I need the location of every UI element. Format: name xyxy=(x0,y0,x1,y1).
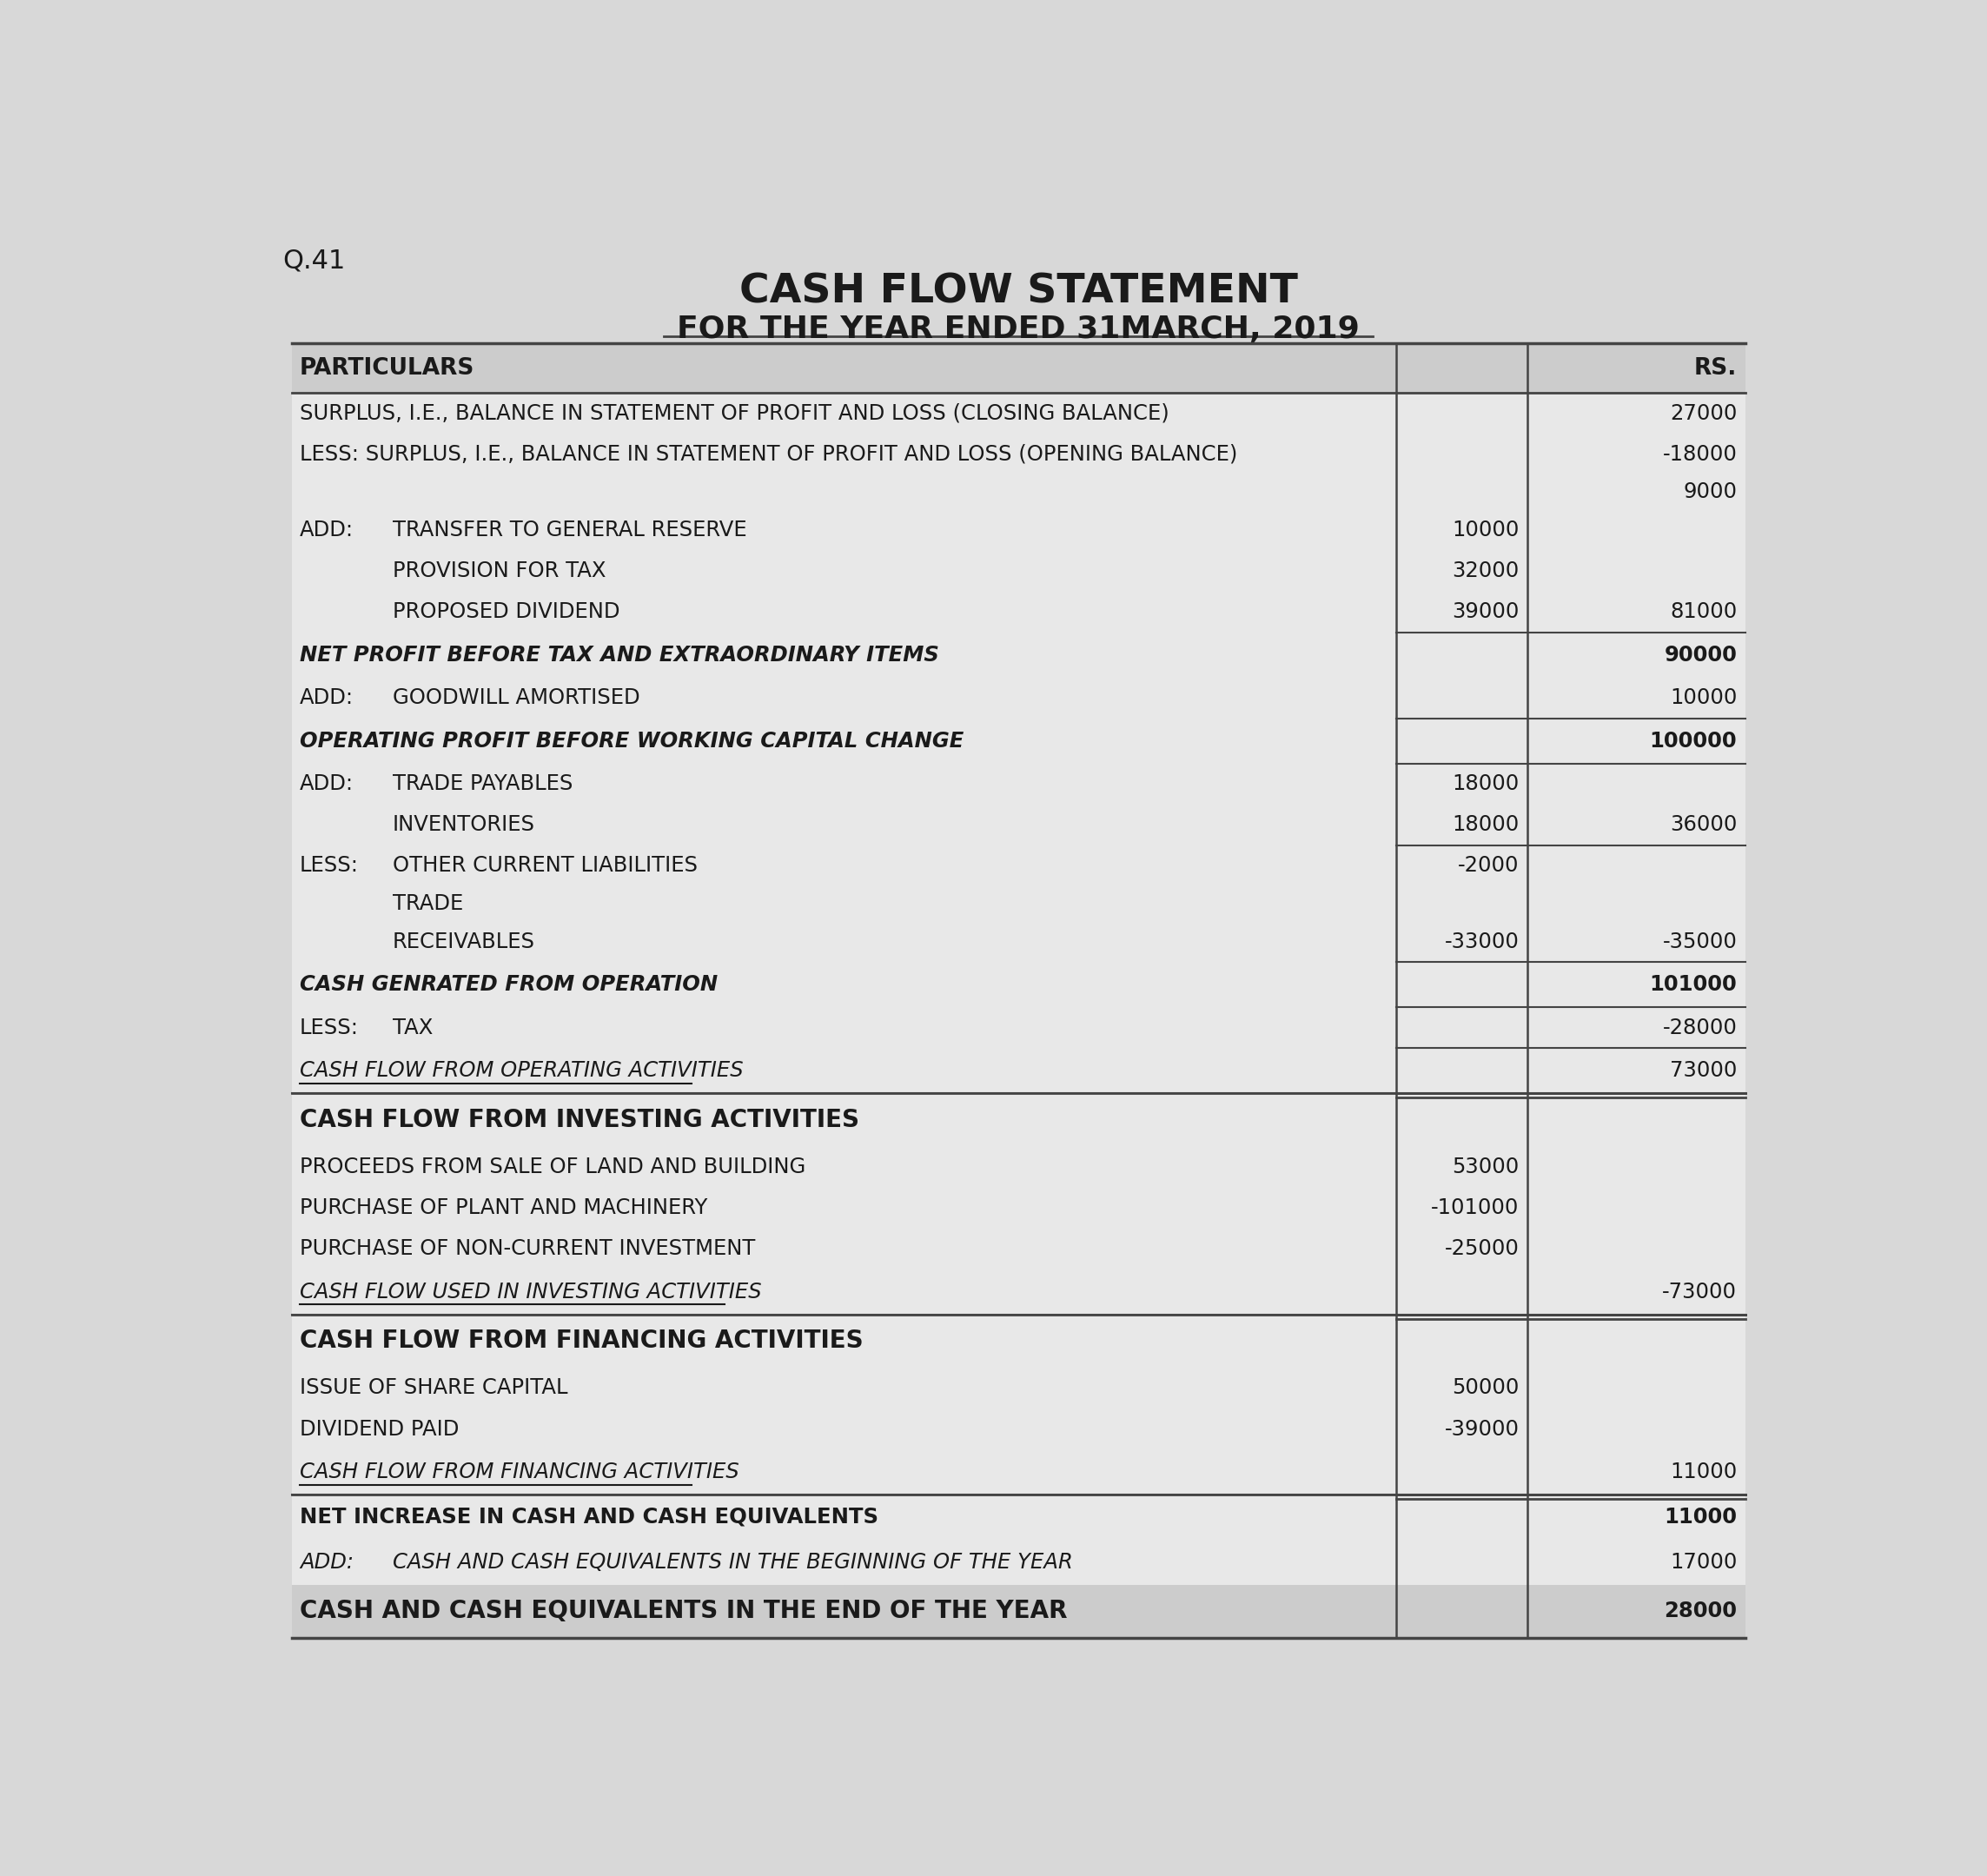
Text: 11000: 11000 xyxy=(1669,1461,1737,1482)
Text: 39000: 39000 xyxy=(1452,602,1518,623)
Text: ADD:: ADD: xyxy=(300,520,354,540)
Text: 81000: 81000 xyxy=(1669,602,1737,623)
Text: 28000: 28000 xyxy=(1665,1600,1737,1621)
Text: -33000: -33000 xyxy=(1445,930,1518,951)
Text: CASH AND CASH EQUIVALENTS IN THE END OF THE YEAR: CASH AND CASH EQUIVALENTS IN THE END OF … xyxy=(300,1598,1067,1623)
Text: PROPOSED DIVIDEND: PROPOSED DIVIDEND xyxy=(393,602,620,623)
Text: 17000: 17000 xyxy=(1669,1551,1737,1572)
Text: CASH FLOW STATEMENT: CASH FLOW STATEMENT xyxy=(739,272,1298,311)
Text: CASH FLOW FROM OPERATING ACTIVITIES: CASH FLOW FROM OPERATING ACTIVITIES xyxy=(300,1060,743,1081)
Text: 18000: 18000 xyxy=(1452,814,1518,835)
Text: RECEIVABLES: RECEIVABLES xyxy=(393,930,535,951)
Text: TRADE PAYABLES: TRADE PAYABLES xyxy=(393,773,572,794)
Text: TAX: TAX xyxy=(393,1017,433,1037)
Text: CASH FLOW FROM INVESTING ACTIVITIES: CASH FLOW FROM INVESTING ACTIVITIES xyxy=(300,1107,858,1131)
Text: 27000: 27000 xyxy=(1669,403,1737,424)
Text: CASH FLOW FROM FINANCING ACTIVITIES: CASH FLOW FROM FINANCING ACTIVITIES xyxy=(300,1461,739,1482)
Text: 53000: 53000 xyxy=(1452,1156,1518,1178)
Text: INVENTORIES: INVENTORIES xyxy=(393,814,535,835)
Text: PROCEEDS FROM SALE OF LAND AND BUILDING: PROCEEDS FROM SALE OF LAND AND BUILDING xyxy=(300,1156,805,1178)
Text: 9000: 9000 xyxy=(1683,482,1737,503)
Text: -73000: -73000 xyxy=(1663,1281,1737,1302)
Text: -39000: -39000 xyxy=(1445,1418,1518,1439)
Text: 101000: 101000 xyxy=(1649,974,1737,994)
Text: -2000: -2000 xyxy=(1458,855,1518,876)
Text: -18000: -18000 xyxy=(1663,445,1737,465)
Text: 10000: 10000 xyxy=(1669,687,1737,709)
Text: 50000: 50000 xyxy=(1452,1377,1518,1398)
Text: 10000: 10000 xyxy=(1452,520,1518,540)
Bar xyxy=(292,1585,1745,1638)
Text: ADD:: ADD: xyxy=(300,1551,354,1572)
Text: TRADE: TRADE xyxy=(393,893,463,914)
Text: -101000: -101000 xyxy=(1431,1197,1518,1218)
Text: CASH AND CASH EQUIVALENTS IN THE BEGINNING OF THE YEAR: CASH AND CASH EQUIVALENTS IN THE BEGINNI… xyxy=(393,1551,1073,1572)
Text: PARTICULARS: PARTICULARS xyxy=(300,356,475,379)
Text: PURCHASE OF PLANT AND MACHINERY: PURCHASE OF PLANT AND MACHINERY xyxy=(300,1197,707,1218)
Text: CASH GENRATED FROM OPERATION: CASH GENRATED FROM OPERATION xyxy=(300,974,717,994)
Text: 32000: 32000 xyxy=(1452,561,1518,582)
Text: 18000: 18000 xyxy=(1452,773,1518,794)
Text: ISSUE OF SHARE CAPITAL: ISSUE OF SHARE CAPITAL xyxy=(300,1377,568,1398)
Text: ADD:: ADD: xyxy=(300,773,354,794)
Text: 73000: 73000 xyxy=(1669,1060,1737,1081)
Text: OPERATING PROFIT BEFORE WORKING CAPITAL CHANGE: OPERATING PROFIT BEFORE WORKING CAPITAL … xyxy=(300,730,964,750)
Text: Q.41: Q.41 xyxy=(282,248,346,274)
Text: ADD:: ADD: xyxy=(300,687,354,709)
Text: SURPLUS, I.E., BALANCE IN STATEMENT OF PROFIT AND LOSS (CLOSING BALANCE): SURPLUS, I.E., BALANCE IN STATEMENT OF P… xyxy=(300,403,1168,424)
Text: FOR THE YEAR ENDED 31MARCH, 2019: FOR THE YEAR ENDED 31MARCH, 2019 xyxy=(678,315,1359,343)
Text: PURCHASE OF NON-CURRENT INVESTMENT: PURCHASE OF NON-CURRENT INVESTMENT xyxy=(300,1238,755,1259)
Text: LESS:: LESS: xyxy=(300,1017,358,1037)
Text: -28000: -28000 xyxy=(1663,1017,1737,1037)
Text: TRANSFER TO GENERAL RESERVE: TRANSFER TO GENERAL RESERVE xyxy=(393,520,747,540)
Text: GOODWILL AMORTISED: GOODWILL AMORTISED xyxy=(393,687,640,709)
Text: 36000: 36000 xyxy=(1669,814,1737,835)
Text: 100000: 100000 xyxy=(1649,730,1737,750)
Text: 11000: 11000 xyxy=(1665,1506,1737,1527)
Text: CASH FLOW USED IN INVESTING ACTIVITIES: CASH FLOW USED IN INVESTING ACTIVITIES xyxy=(300,1281,761,1302)
Text: LESS: SURPLUS, I.E., BALANCE IN STATEMENT OF PROFIT AND LOSS (OPENING BALANCE): LESS: SURPLUS, I.E., BALANCE IN STATEMEN… xyxy=(300,445,1238,465)
Text: PROVISION FOR TAX: PROVISION FOR TAX xyxy=(393,561,606,582)
Bar xyxy=(292,343,1745,1638)
Text: NET PROFIT BEFORE TAX AND EXTRAORDINARY ITEMS: NET PROFIT BEFORE TAX AND EXTRAORDINARY … xyxy=(300,645,940,666)
Text: -25000: -25000 xyxy=(1445,1238,1518,1259)
Text: CASH FLOW FROM FINANCING ACTIVITIES: CASH FLOW FROM FINANCING ACTIVITIES xyxy=(300,1328,862,1353)
Text: RS.: RS. xyxy=(1695,356,1737,379)
Text: -35000: -35000 xyxy=(1663,930,1737,951)
Text: NET INCREASE IN CASH AND CASH EQUIVALENTS: NET INCREASE IN CASH AND CASH EQUIVALENT… xyxy=(300,1506,878,1527)
Text: DIVIDEND PAID: DIVIDEND PAID xyxy=(300,1418,459,1439)
Text: 90000: 90000 xyxy=(1665,645,1737,666)
Text: LESS:: LESS: xyxy=(300,855,358,876)
Text: OTHER CURRENT LIABILITIES: OTHER CURRENT LIABILITIES xyxy=(393,855,697,876)
Bar xyxy=(292,343,1745,392)
